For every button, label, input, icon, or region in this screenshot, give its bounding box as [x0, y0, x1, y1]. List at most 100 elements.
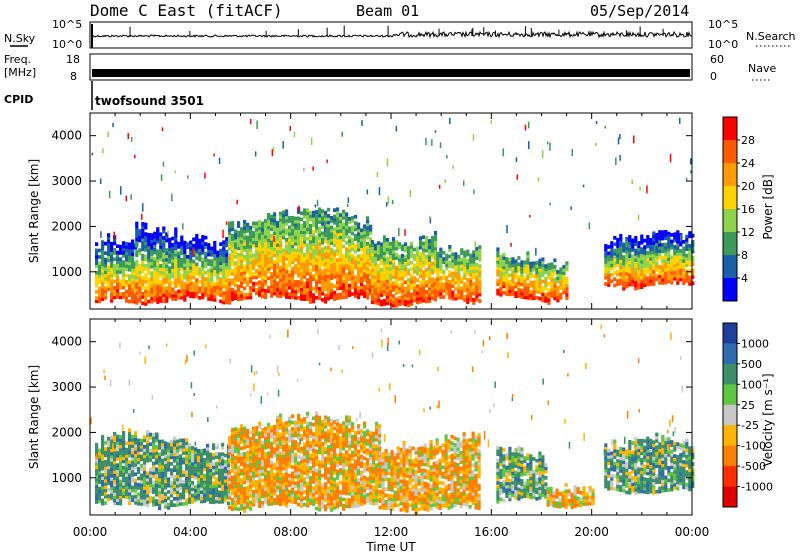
range-cell — [279, 455, 282, 459]
range-cell — [110, 452, 113, 456]
noise-point — [112, 123, 114, 127]
range-cell — [357, 273, 360, 277]
range-cell — [159, 242, 162, 246]
range-cell — [354, 250, 357, 254]
range-cell — [640, 238, 643, 242]
range-cell — [258, 293, 261, 297]
range-cell — [134, 472, 137, 476]
range-cell — [165, 286, 168, 290]
range-cell — [422, 273, 425, 277]
range-cell — [249, 293, 252, 297]
range-cell — [673, 258, 676, 262]
range-cell — [200, 465, 203, 469]
noise-point — [503, 148, 505, 156]
range-cell — [194, 470, 197, 474]
range-cell — [215, 468, 218, 472]
range-cell — [637, 251, 640, 255]
range-cell — [538, 262, 541, 266]
range-cell — [122, 273, 125, 277]
range-cell — [113, 470, 116, 474]
range-cell — [425, 280, 428, 284]
range-cell — [212, 466, 215, 470]
range-cell — [164, 499, 167, 503]
range-cell — [153, 283, 156, 287]
range-cell — [547, 263, 550, 267]
range-cell — [363, 266, 366, 270]
range-cell — [237, 469, 240, 473]
range-cell — [652, 254, 655, 258]
range-cell — [416, 256, 419, 260]
noise-point — [102, 148, 104, 153]
range-cell — [300, 488, 303, 492]
noise-point — [475, 241, 477, 248]
range-cell — [463, 286, 466, 290]
noise-point — [529, 215, 531, 218]
range-cell — [538, 271, 541, 275]
range-cell — [119, 283, 122, 287]
range-cell — [315, 491, 318, 495]
range-cell — [101, 285, 104, 289]
range-cell — [153, 267, 156, 271]
range-cell — [306, 415, 309, 419]
range-cell — [288, 254, 291, 258]
range-cell — [330, 261, 333, 265]
range-cell — [431, 293, 434, 297]
range-cell — [194, 492, 197, 496]
range-cell — [183, 285, 186, 289]
range-cell — [200, 490, 203, 494]
range-cell — [279, 445, 282, 449]
range-cell — [395, 266, 398, 270]
range-cell — [395, 244, 398, 248]
range-cell — [246, 467, 249, 471]
range-cell — [144, 232, 147, 236]
range-cell — [457, 261, 460, 265]
range-cell — [273, 498, 276, 502]
range-cell — [285, 295, 288, 299]
range-cell — [165, 280, 168, 284]
range-cell — [270, 259, 273, 263]
range-cell — [116, 457, 119, 461]
range-cell — [466, 269, 469, 273]
range-cell — [237, 294, 240, 298]
range-cell — [383, 280, 386, 284]
range-cell — [270, 272, 273, 276]
range-cell — [309, 246, 312, 250]
noise-point — [429, 216, 431, 219]
range-cell — [363, 263, 366, 267]
range-cell — [333, 231, 336, 235]
range-cell — [282, 451, 285, 455]
range-cell — [327, 217, 330, 221]
range-cell — [297, 484, 300, 488]
range-cell — [155, 448, 158, 452]
range-cell — [273, 244, 276, 248]
range-cell — [523, 280, 526, 284]
range-cell — [380, 242, 383, 246]
range-cell — [300, 456, 303, 460]
range-cell — [255, 442, 258, 446]
range-cell — [131, 451, 134, 455]
range-cell — [673, 271, 676, 275]
range-cell — [234, 437, 237, 441]
range-cell — [176, 452, 179, 456]
range-cell — [246, 470, 249, 474]
range-cell — [122, 495, 125, 499]
range-cell — [194, 454, 197, 458]
range-cell — [300, 227, 303, 231]
range-cell — [306, 247, 309, 251]
range-cell — [146, 494, 149, 498]
range-cell — [237, 428, 240, 432]
range-cell — [496, 289, 499, 293]
range-cell — [258, 271, 261, 275]
range-cell — [374, 244, 377, 248]
range-cell — [315, 459, 318, 463]
range-cell — [321, 209, 324, 213]
range-cell — [119, 280, 122, 284]
range-cell — [216, 289, 219, 293]
range-cell — [392, 240, 395, 244]
range-cell — [159, 286, 162, 290]
range-cell — [135, 298, 138, 302]
range-cell — [392, 288, 395, 292]
range-cell — [168, 260, 171, 264]
range-cell — [167, 465, 170, 469]
range-cell — [234, 255, 237, 259]
